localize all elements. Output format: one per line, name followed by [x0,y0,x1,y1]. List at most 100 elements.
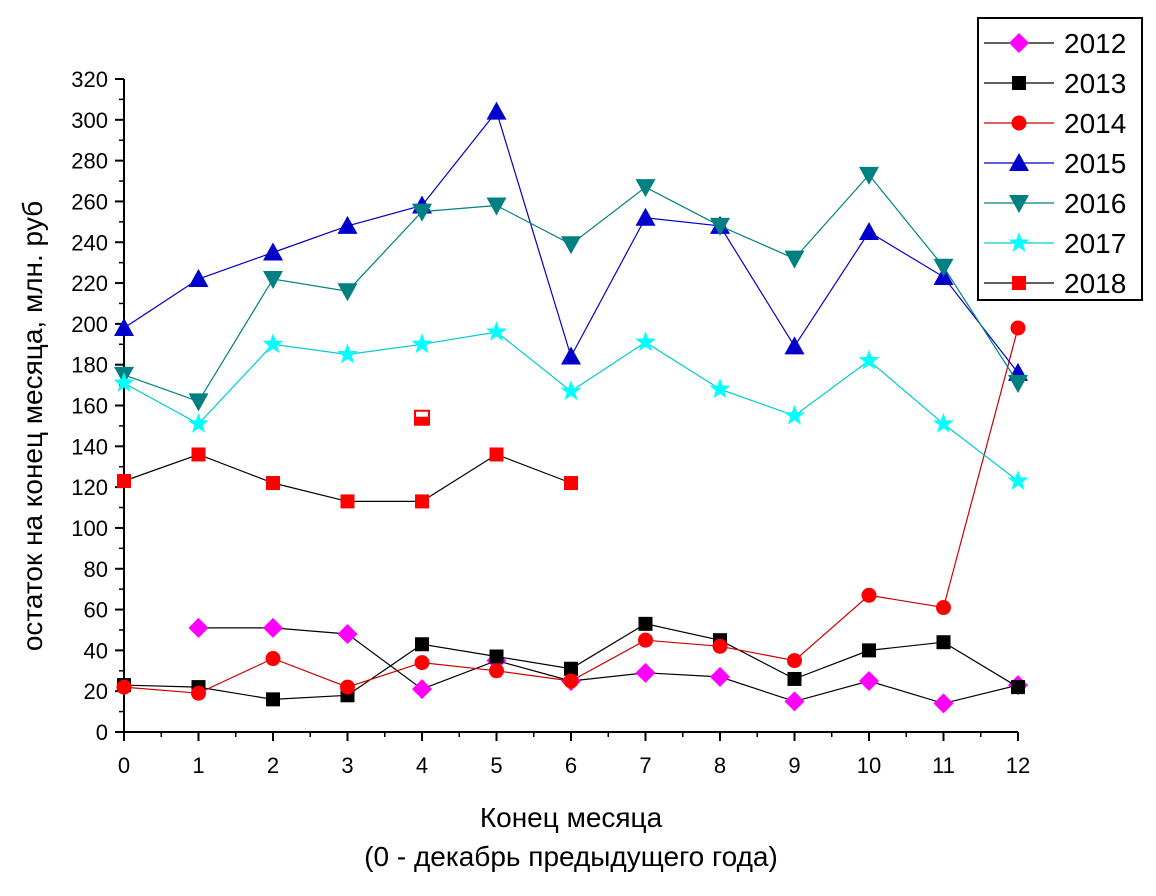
legend-item-2016: 2016 [984,188,1126,219]
data-point-2016 [784,250,805,269]
data-point-2014 [861,587,877,603]
legend-item-2018: 2018 [984,268,1126,299]
annotation-square-fill [415,416,429,425]
data-point-2016 [859,166,879,185]
data-point-2015 [859,222,879,241]
data-point-2016 [486,197,507,216]
data-point-2016 [188,393,209,412]
data-point-2014 [489,663,504,679]
data-point-2016 [1008,375,1028,394]
data-point-2015 [263,242,283,261]
data-point-2015 [337,215,358,234]
data-point-2015 [635,207,656,226]
data-point-2015 [188,268,209,287]
legend-label: 2016 [1064,188,1126,219]
data-point-2012 [337,624,358,645]
data-point-2018 [415,494,429,509]
legend-marker [1009,153,1029,171]
x-tick-label: 9 [788,753,800,778]
x-tick-label: 8 [714,753,726,778]
data-point-2013 [638,616,653,631]
legend-marker [1012,76,1026,90]
data-point-2012 [412,679,432,700]
legend-label: 2018 [1064,268,1126,299]
y-tick-label: 300 [71,108,108,133]
data-point-2013 [489,649,504,664]
legend-marker [1012,276,1026,290]
y-tick-label: 180 [71,353,108,378]
data-point-2018 [117,474,131,489]
data-point-2013 [415,637,429,652]
data-point-2014 [1010,320,1026,336]
data-point-2014 [116,679,132,695]
data-point-2018 [340,494,355,509]
data-point-2017 [858,349,880,370]
series-2016 [114,166,1028,412]
y-tick-label: 100 [71,516,108,541]
y-axis-title: остаток на конец месяца, млн. руб [17,201,48,651]
data-point-2013 [266,692,280,707]
data-point-2017 [1007,470,1029,490]
data-point-2016 [337,283,358,302]
x-tick-label: 1 [192,753,204,778]
legend-marker [1011,115,1027,131]
y-tick-label: 160 [71,394,108,419]
data-point-2014 [191,685,206,701]
data-point-2014 [936,600,951,616]
data-point-2012 [263,617,283,638]
y-tick-label: 140 [71,434,108,459]
y-tick-label: 220 [71,271,108,296]
y-tick-label: 60 [84,598,108,623]
data-point-2017 [337,343,358,364]
series-2018 [117,447,578,509]
series-line-2012 [198,627,1019,705]
x-tick-label: 7 [639,753,651,778]
series-line-2016 [123,173,1019,403]
legend: 2012 2013 2014 2015 2016 2017 2018 [977,17,1143,301]
x-tick-label: 12 [1006,753,1030,778]
data-point-2015 [784,336,805,355]
legend-marker [1009,33,1029,53]
data-point-2015 [114,317,134,336]
data-point-2016 [561,236,581,255]
series-layer [113,101,1029,714]
legend-box [977,17,1143,301]
y-tick-label: 80 [84,557,108,582]
data-point-2018 [564,476,578,491]
data-point-2017 [784,404,805,425]
x-axis-title: Конец месяца [480,802,663,833]
legend-item-2017: 2017 [984,228,1126,259]
x-tick-label: 3 [341,753,353,778]
data-point-2014 [265,651,281,667]
data-point-2016 [412,203,432,222]
data-point-2018 [266,476,280,491]
data-point-2014 [340,679,355,695]
legend-label: 2017 [1064,228,1126,259]
legend-marker [1009,195,1029,213]
series-line-2018 [123,453,572,502]
legend-item-2015: 2015 [984,148,1126,179]
data-point-2017 [113,372,135,392]
data-point-2013 [862,643,876,658]
data-point-2016 [933,258,954,277]
data-point-2014 [638,632,653,648]
y-tick-label: 320 [71,67,108,92]
y-tick-label: 20 [84,679,108,704]
legend-label: 2012 [1064,28,1126,59]
x-tick-label: 11 [932,753,955,778]
series-2014 [116,320,1026,701]
data-point-2017 [188,412,209,433]
x-tick-label: 10 [857,753,881,778]
data-point-2012 [933,693,954,714]
data-point-2016 [263,270,283,289]
legend-item-2013: 2013 [984,68,1126,99]
data-point-2016 [710,217,730,236]
y-tick-label: 280 [71,149,108,174]
axes: 0204060801001201401601802002202402602803… [71,67,1030,778]
series-2012 [188,617,1028,714]
data-point-2017 [560,380,582,401]
legend-item-2014: 2014 [984,108,1126,139]
data-point-2014 [414,655,430,671]
data-point-2012 [859,670,879,691]
